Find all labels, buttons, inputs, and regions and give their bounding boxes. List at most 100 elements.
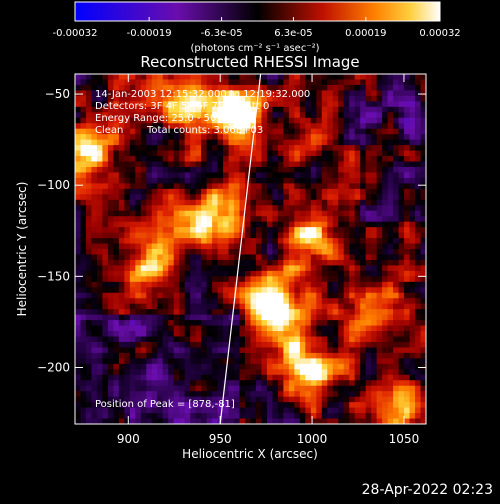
heatmap-cell bbox=[338, 216, 345, 223]
heatmap-cell bbox=[212, 90, 219, 97]
heatmap-cell bbox=[283, 374, 290, 381]
heatmap-cell bbox=[360, 172, 367, 179]
heatmap-cell bbox=[349, 210, 356, 217]
heatmap-cell bbox=[272, 336, 279, 343]
heatmap-cell bbox=[135, 281, 142, 288]
heatmap-cell bbox=[179, 276, 186, 283]
heatmap-cell bbox=[250, 352, 257, 359]
heatmap-cell bbox=[327, 358, 334, 365]
heatmap-cell bbox=[129, 238, 136, 245]
heatmap-cell bbox=[168, 358, 175, 365]
heatmap-cell bbox=[420, 396, 426, 403]
heatmap-cell bbox=[234, 347, 241, 354]
heatmap-cell bbox=[91, 276, 98, 283]
heatmap-cell bbox=[146, 249, 153, 256]
heatmap-cell bbox=[371, 210, 378, 217]
heatmap-cell bbox=[85, 325, 93, 332]
heatmap-cell bbox=[135, 363, 142, 370]
heatmap-cell bbox=[409, 205, 416, 212]
heatmap-cell bbox=[349, 265, 356, 272]
heatmap-cell bbox=[212, 79, 219, 86]
heatmap-cell bbox=[201, 101, 208, 108]
heatmap-cell bbox=[360, 74, 367, 81]
heatmap-cell bbox=[266, 402, 274, 409]
heatmap-cell bbox=[288, 303, 295, 310]
heatmap-cell bbox=[228, 402, 235, 409]
heatmap-cell bbox=[113, 341, 120, 349]
heatmap-cell bbox=[420, 320, 426, 327]
heatmap-cell bbox=[255, 380, 263, 387]
heatmap-cell bbox=[223, 238, 230, 245]
heatmap-cell bbox=[365, 347, 372, 354]
heatmap-cell bbox=[420, 84, 426, 92]
heatmap-cell bbox=[146, 303, 153, 310]
heatmap-cell bbox=[206, 232, 213, 239]
heatmap-cell bbox=[239, 347, 246, 354]
heatmap-cell bbox=[245, 369, 252, 376]
heatmap-cell bbox=[118, 188, 125, 195]
heatmap-cell bbox=[201, 139, 208, 146]
heatmap-cell bbox=[223, 177, 230, 184]
heatmap-cell bbox=[96, 374, 104, 381]
heatmap-cell bbox=[343, 396, 350, 403]
heatmap-cell bbox=[365, 396, 372, 403]
heatmap-cell bbox=[310, 407, 317, 414]
heatmap-cell bbox=[387, 183, 394, 190]
heatmap-cell bbox=[420, 402, 426, 409]
heatmap-cell bbox=[173, 216, 180, 223]
heatmap-cell bbox=[151, 276, 158, 283]
heatmap-cell bbox=[201, 227, 208, 234]
heatmap-cell bbox=[277, 194, 284, 201]
heatmap-cell bbox=[376, 216, 383, 223]
heatmap-cell bbox=[283, 183, 290, 190]
heatmap-cell bbox=[305, 380, 312, 387]
heatmap-cell bbox=[294, 117, 301, 124]
heatmap-cell bbox=[382, 210, 389, 217]
heatmap-cell bbox=[102, 298, 109, 305]
heatmap-cell bbox=[376, 347, 383, 354]
heatmap-cell bbox=[91, 112, 98, 119]
heatmap-cell bbox=[162, 139, 169, 146]
heatmap-cell bbox=[316, 292, 323, 299]
heatmap-cell bbox=[228, 358, 235, 365]
heatmap-cell bbox=[420, 221, 426, 228]
heatmap-cell bbox=[415, 352, 422, 359]
heatmap-cell bbox=[321, 90, 328, 97]
heatmap-cell bbox=[146, 134, 153, 141]
heatmap-cell bbox=[245, 95, 252, 102]
heatmap-cell bbox=[294, 276, 301, 283]
heatmap-cell bbox=[146, 227, 153, 234]
heatmap-cell bbox=[283, 254, 290, 261]
heatmap-cell bbox=[393, 292, 400, 299]
heatmap-cell bbox=[75, 380, 82, 387]
heatmap-cell bbox=[223, 265, 230, 272]
heatmap-cell bbox=[404, 101, 411, 108]
heatmap-cell bbox=[113, 232, 120, 239]
heatmap-cell bbox=[190, 298, 197, 305]
heatmap-cell bbox=[91, 358, 98, 365]
heatmap-cell bbox=[349, 232, 356, 239]
heatmap-cell bbox=[228, 413, 235, 420]
heatmap-cell bbox=[206, 325, 213, 332]
heatmap-cell bbox=[250, 112, 257, 119]
heatmap-cell bbox=[151, 341, 158, 349]
heatmap-cell bbox=[354, 281, 361, 288]
heatmap-cell bbox=[305, 249, 312, 256]
heatmap-cell bbox=[75, 281, 82, 288]
heatmap-cell bbox=[371, 194, 378, 201]
heatmap-cell bbox=[288, 134, 295, 141]
heatmap-cell bbox=[382, 199, 389, 206]
heatmap-cell bbox=[310, 205, 317, 212]
heatmap-cell bbox=[162, 265, 169, 272]
heatmap-cell bbox=[272, 243, 279, 250]
heatmap-cell bbox=[415, 347, 422, 354]
heatmap-cell bbox=[250, 407, 257, 414]
heatmap-cell bbox=[179, 210, 186, 217]
heatmap-cell bbox=[393, 374, 400, 381]
heatmap-cell bbox=[261, 101, 268, 108]
heatmap-cell bbox=[228, 309, 235, 316]
heatmap-cell bbox=[102, 341, 109, 349]
heatmap-cell bbox=[162, 232, 169, 239]
heatmap-cell bbox=[371, 145, 378, 152]
heatmap-cell bbox=[212, 112, 219, 119]
